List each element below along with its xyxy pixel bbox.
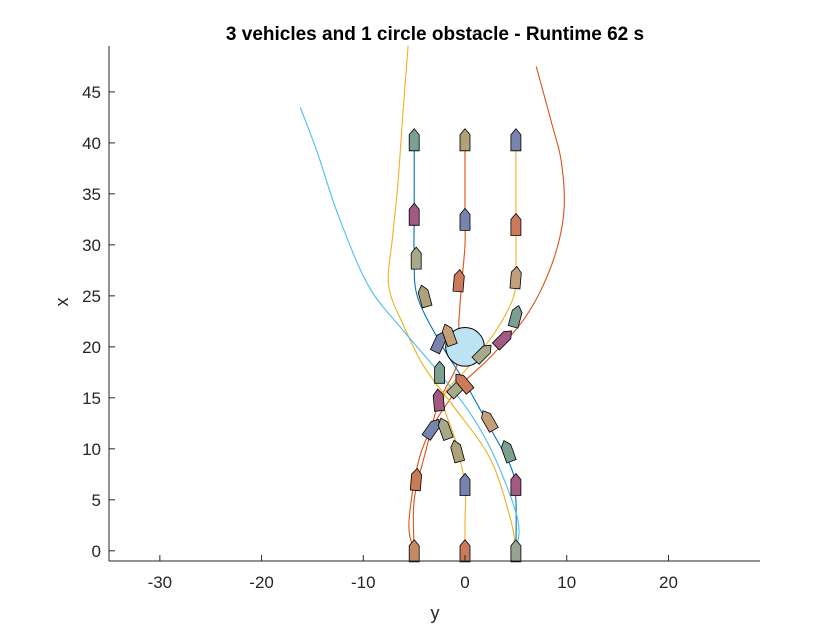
y-tick-label-9: 45 [82,83,101,102]
vehicle-marker-25 [459,207,471,231]
vehicle-marker-6 [510,472,522,496]
chart-title: 3 vehicles and 1 circle obstacle - Runti… [226,24,644,45]
x-tick-label-3: 0 [460,573,469,592]
vehicle-marker-13 [434,360,446,384]
vehicle-marker-15 [455,373,475,395]
y-tick-label-5: 25 [82,287,101,306]
vehicle-marker-30 [510,128,522,152]
vehicle-marker-18 [471,344,492,365]
vehicle-marker-22 [452,269,465,293]
vehicle-marker-9 [450,439,466,464]
vehicle-marker-5 [459,472,471,496]
x-tick-label-1: -20 [249,573,274,592]
y-tick-label-6: 30 [82,236,101,255]
vehicle-marker-12 [432,388,445,412]
vehicle-marker-1 [408,539,420,563]
vehicle-marker-2 [459,539,471,563]
vehicle-marker-8 [437,417,454,441]
trajectory-line-4 [408,66,565,551]
vehicle-marker-11 [500,439,517,464]
vehicle-marker-19 [491,330,512,351]
vehicle-marker-26 [510,212,522,236]
vehicle-marker-17 [441,323,458,348]
y-tick-label-7: 35 [82,185,101,204]
vehicle-marker-24 [410,246,422,270]
y-ticks: 0 5 10 15 20 25 30 35 40 45 [82,83,115,561]
y-axis-label: x [52,298,72,307]
vehicle-marker-21 [417,284,433,309]
plot-area [299,45,565,563]
vehicle-marker-23 [509,265,522,290]
y-tick-label-0: 0 [92,542,101,561]
vehicle-marker-10 [481,410,499,433]
y-tick-label-1: 5 [92,491,101,510]
vehicle-marker-28 [408,128,420,152]
x-tick-label-2: -10 [351,573,376,592]
y-tick-label-2: 10 [82,440,101,459]
y-tick-label-8: 40 [82,134,101,153]
vehicle-marker-3 [510,539,522,563]
x-tick-label-5: 20 [659,573,678,592]
trajectory-line-6 [299,107,520,551]
x-tick-label-0: -30 [148,573,173,592]
vehicle-marker-20 [507,304,523,329]
y-tick-label-3: 15 [82,389,101,408]
x-ticks: -30 -20 -10 0 10 20 [148,555,678,592]
y-tick-label-4: 20 [82,338,101,357]
vehicle-marker-27 [408,202,420,226]
x-axis-label: y [431,603,440,623]
vehicle-marker-4 [409,467,423,492]
trajectory-line-5 [387,45,517,551]
x-tick-label-4: 10 [557,573,576,592]
vehicle-marker-29 [459,128,471,152]
